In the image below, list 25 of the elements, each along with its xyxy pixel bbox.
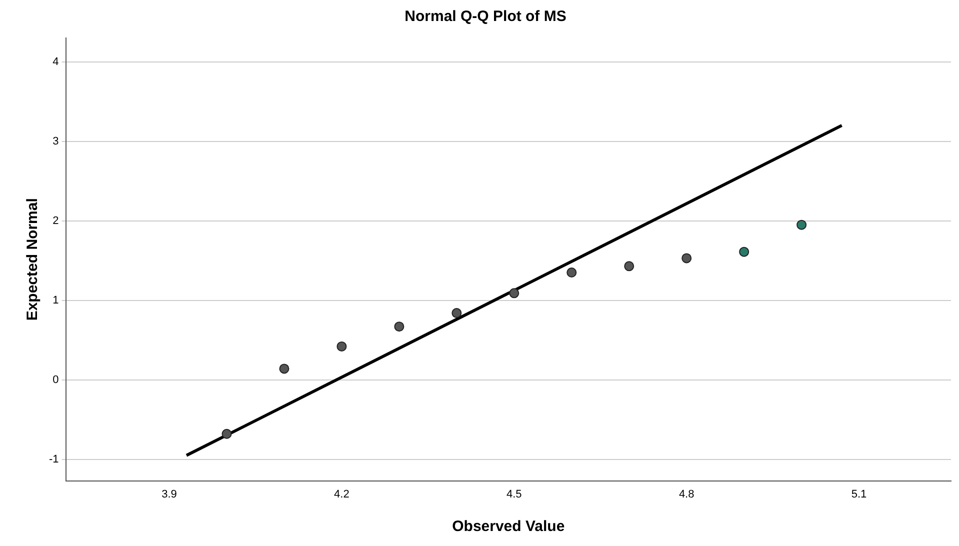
point — [279, 364, 290, 374]
chart-title: Normal Q-Q Plot of MS — [404, 8, 566, 26]
y-tick-label: 3 — [52, 135, 59, 148]
point — [336, 341, 347, 352]
y-tick-label: 4 — [52, 56, 59, 68]
y-tick-label: 1 — [52, 294, 59, 306]
y-tick-label: -1 — [49, 453, 59, 466]
point — [682, 253, 692, 264]
x-tick-label: 5.1 — [851, 488, 867, 500]
y-axis-title: Expected Normal — [24, 198, 42, 321]
x-tick-label: 4.8 — [678, 488, 694, 500]
point — [452, 308, 462, 318]
point — [624, 261, 634, 272]
point — [566, 268, 577, 278]
point — [509, 288, 520, 298]
point — [394, 322, 404, 332]
y-tick-label: 2 — [52, 214, 59, 227]
y-tick-label: 0 — [52, 374, 59, 386]
point — [739, 246, 750, 257]
x-tick-label: 4.5 — [506, 488, 522, 500]
x-axis-title: Observed Value — [452, 518, 565, 536]
point — [222, 428, 232, 439]
x-tick-label: 4.2 — [334, 488, 350, 500]
x-tick-label: 3.9 — [162, 488, 177, 500]
point — [796, 220, 807, 230]
